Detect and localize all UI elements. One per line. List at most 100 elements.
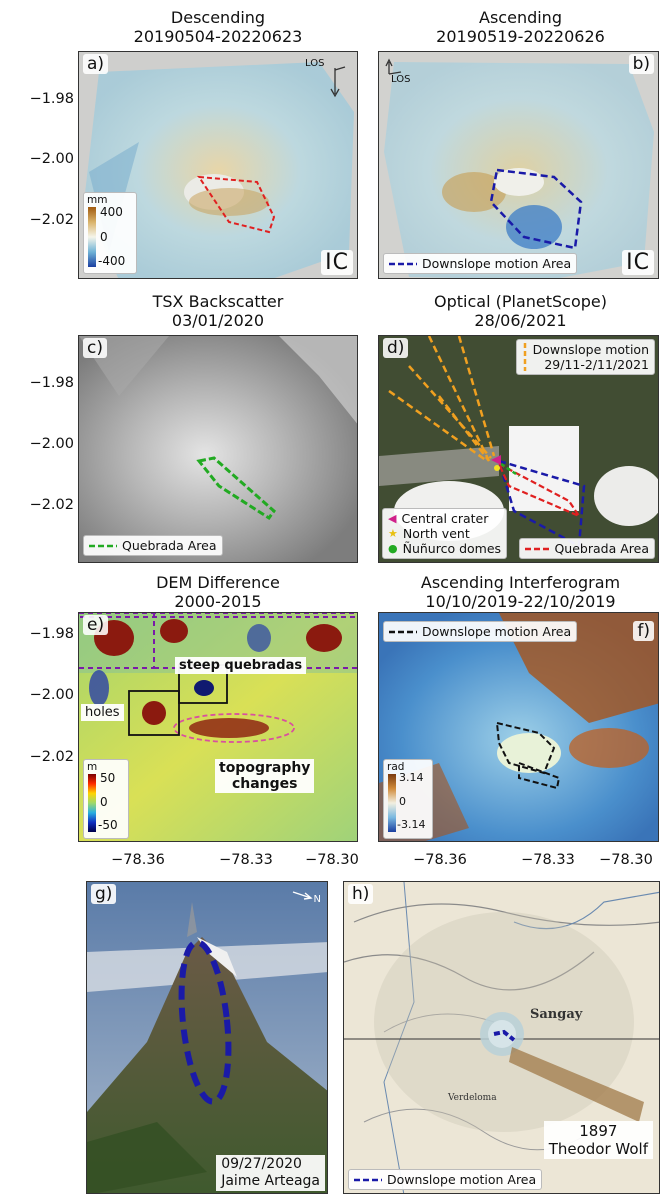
panel-e-colorbar-min: -50	[98, 818, 118, 832]
panel-e-title-line1: DEM Difference	[156, 573, 280, 592]
panel-h-legend-label: Downslope motion Area	[387, 1172, 537, 1187]
panel-g-caption-line2: Jaime Arteaga	[221, 1173, 320, 1189]
panel-d-legend-right-label: Quebrada Area	[554, 541, 649, 556]
row2-ytick-2: −2.00	[29, 436, 74, 452]
panel-c-legend-label: Quebrada Area	[122, 538, 217, 553]
panel-a-title-line1: Descending	[170, 8, 266, 27]
row2-ytick-3: −2.02	[29, 497, 74, 513]
nunurco-domes-marker-icon: ●	[388, 542, 398, 555]
downslope-black-legend-swatch-icon	[389, 630, 417, 633]
panel-f-legend: Downslope motion Area	[383, 621, 578, 642]
panel-e-colorbar: m 50 0 -50	[83, 759, 129, 839]
panel-h-caption-line1: 1897	[579, 1122, 618, 1140]
panel-b-legend-label: Downslope motion Area	[422, 256, 572, 271]
panel-g-caption-line1: 09/27/2020	[221, 1156, 302, 1172]
left-xtick-1: −78.36	[111, 852, 165, 868]
panel-h-map-drawing	[344, 882, 659, 1193]
panel-e-colorbar-unit: m	[87, 761, 98, 773]
panel-d-label: d)	[383, 338, 409, 358]
panel-h-map-label-verdeloma: Verdeloma	[448, 1093, 497, 1103]
annotation-topography-line2: changes	[231, 776, 298, 792]
panel-e-colorbar-max: 50	[100, 771, 116, 785]
panel-a-colorbar-gradient	[88, 207, 96, 267]
panel-c-legend: Quebrada Area	[83, 535, 223, 556]
orange-legend-swatch-icon	[523, 343, 526, 371]
panel-d-title-line2: 28/06/2021	[474, 311, 567, 330]
panel-f-colorbar-mid: 0	[399, 795, 406, 808]
panel-g-north-label: N	[313, 894, 321, 905]
row2-ytick-1: −1.98	[29, 375, 74, 391]
downslope-legend-swatch-icon	[389, 262, 417, 265]
row3-ytick-2: −2.00	[29, 687, 74, 703]
downslope-legend-swatch-icon	[354, 1178, 382, 1181]
right-xtick-2: −78.33	[521, 852, 575, 868]
panel-d-legend-bottom-left: ◀ Central crater ★ North vent ● Ñuñurco …	[382, 508, 508, 559]
panel-f-legend-label: Downslope motion Area	[422, 624, 572, 639]
panel-f-title: Ascending Interferogram 10/10/2019-22/10…	[378, 573, 663, 611]
panel-c-label: c)	[83, 338, 107, 358]
row1-ytick-3: −2.02	[29, 212, 74, 228]
panel-g-caption: 09/27/2020 Jaime Arteaga	[216, 1155, 325, 1191]
panel-a-colorbar-mid: 0	[100, 230, 108, 244]
panel-b-ascending-map: b) LOS Downslope motion Area IC	[378, 51, 659, 279]
panel-a-title-line2: 20190504-20220623	[133, 27, 303, 46]
panel-f-colorbar-min: -3.14	[397, 818, 426, 831]
panel-e-colorbar-mid: 0	[100, 795, 108, 809]
panel-d-legend-item-2: North vent	[402, 526, 470, 541]
panel-d-optical-map: d) Downslope motion 29/11-2/11/2021 ◀ Ce…	[378, 335, 659, 563]
panel-b-legend: Downslope motion Area	[383, 253, 578, 274]
panel-b-title-line2: 20190519-20220626	[436, 27, 605, 46]
panel-b-deformation-field	[379, 52, 658, 278]
panel-d-legend-item-3: Ñuñurco domes	[402, 541, 502, 556]
panel-e-title: DEM Difference 2000-2015	[78, 573, 358, 611]
row1-ytick-1: −1.98	[29, 91, 74, 107]
panel-f-label: f)	[633, 621, 654, 641]
panel-c-title-line2: 03/01/2020	[171, 311, 265, 330]
panel-e-dem-difference-map: e) steep quebradas holes topography chan…	[78, 612, 358, 842]
panel-c-backscatter-map: c) Quebrada Area	[78, 335, 358, 563]
panel-f-title-line1: Ascending Interferogram	[420, 573, 621, 592]
panel-f-interferogram-map: f) Downslope motion Area rad 3.14 0 -3.1…	[378, 612, 659, 842]
panel-c-backscatter-image	[79, 336, 357, 562]
panel-h-historic-map: Sangay Verdeloma h) 1897 Theodor Wolf Do…	[343, 881, 660, 1194]
panel-b-title-line1: Ascending	[479, 8, 562, 27]
annotation-steep-quebradas: steep quebradas	[175, 657, 307, 674]
right-xtick-1: −78.36	[413, 852, 467, 868]
central-crater-marker-icon: ◀	[388, 512, 397, 525]
row3-ytick-1: −1.98	[29, 626, 74, 642]
panel-d-title-line1: Optical (PlanetScope)	[434, 292, 607, 311]
panel-b-title: Ascending 20190519-20220626	[378, 8, 663, 46]
los-arrow-icon	[330, 66, 346, 98]
panel-a-title: Descending 20190504-20220623	[78, 8, 358, 46]
left-xtick-3: −78.30	[305, 852, 359, 868]
panel-g-photo: g) N 09/27/2020 Jaime Arteaga	[86, 881, 328, 1194]
panel-f-colorbar-gradient	[388, 774, 396, 832]
panel-a-colorbar: mm 400 0 -400	[83, 192, 137, 274]
panel-h-label: h)	[348, 884, 374, 904]
panel-c-title: TSX Backscatter 03/01/2020	[78, 292, 358, 330]
panel-e-colorbar-gradient	[88, 774, 96, 832]
north-arrow-icon	[292, 891, 313, 900]
quebrada-red-legend-swatch-icon	[525, 547, 550, 550]
panel-a-colorbar-max: 400	[100, 205, 123, 219]
panel-f-title-line2: 10/10/2019-22/10/2019	[425, 592, 616, 611]
panel-e-title-line2: 2000-2015	[174, 592, 262, 611]
annotation-holes: holes	[81, 704, 124, 721]
panel-a-label: a)	[83, 54, 109, 74]
panel-e-label: e)	[83, 615, 109, 635]
panel-h-map-label-sangay: Sangay	[530, 1007, 583, 1022]
panel-a-ic-badge: IC	[321, 250, 353, 275]
panel-a-colorbar-unit: mm	[87, 194, 108, 206]
panel-b-los-text: LOS	[391, 74, 411, 85]
panel-g-volcano-photo	[87, 882, 327, 1193]
row1-ytick-2: −2.00	[29, 151, 74, 167]
panel-a-descending-map: a) LOS mm 400 0 -400 IC	[78, 51, 358, 279]
panel-f-colorbar-unit: rad	[387, 761, 405, 773]
panel-d-legend-item-1: Central crater	[401, 511, 489, 526]
panel-a-colorbar-min: -400	[98, 254, 126, 268]
panel-b-ic-badge: IC	[622, 250, 654, 275]
panel-f-colorbar: rad 3.14 0 -3.14	[383, 759, 433, 839]
panel-d-legend-bottom-right: Quebrada Area	[519, 538, 655, 559]
annotation-topography-line1: topography	[219, 760, 311, 776]
panel-b-los-indicator: LOS	[385, 58, 421, 86]
